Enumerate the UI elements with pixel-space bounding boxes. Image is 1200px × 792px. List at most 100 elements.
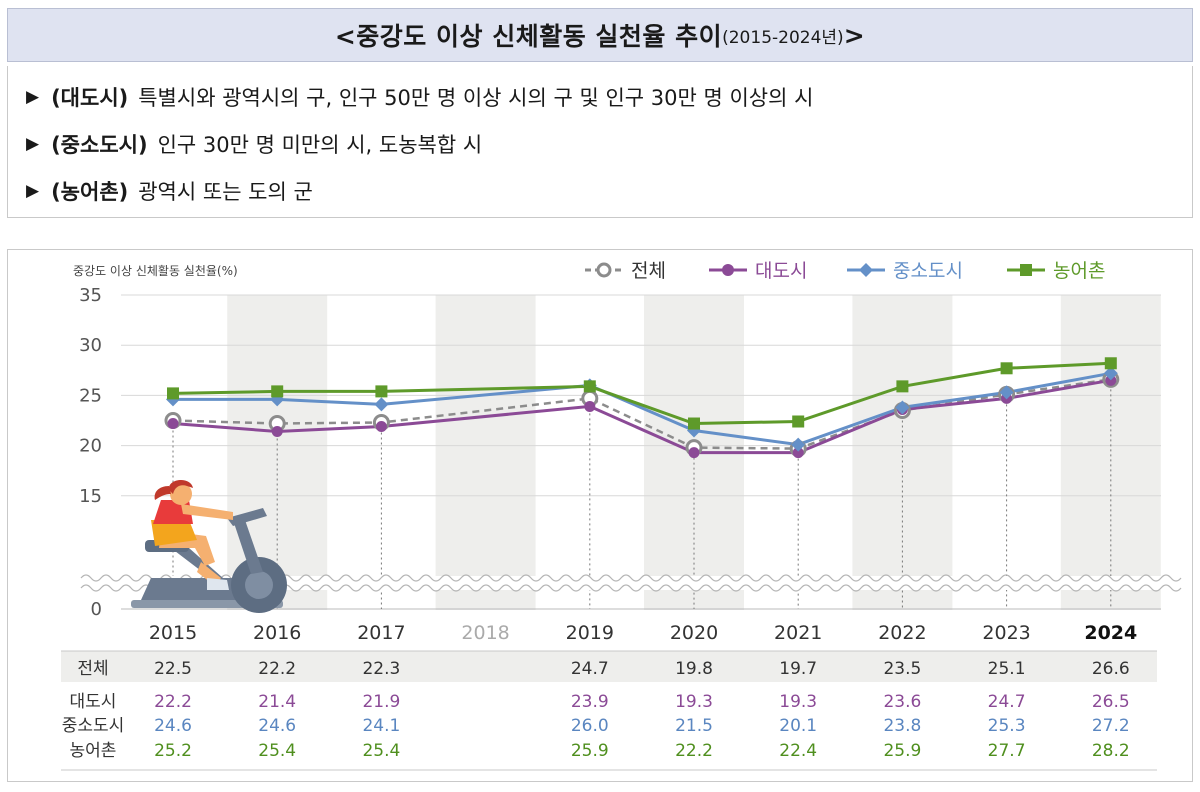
data-point <box>1103 366 1118 381</box>
table-cell: 21.9 <box>362 692 400 712</box>
y-axis-ticks: 35 30 25 20 15 0 <box>79 285 102 620</box>
table-row-label: 중소도시 <box>62 716 125 736</box>
definition-row-metro: ▶ (대도시) 특별시와 광역시의 구, 인구 50만 명 이상 시의 구 및 … <box>26 82 813 112</box>
cyclist-illustration <box>131 479 287 613</box>
bike-post <box>233 520 263 574</box>
data-point <box>167 387 179 400</box>
column-bands <box>227 295 1161 610</box>
table-row-label: 농어촌 <box>70 741 117 761</box>
page-title-close: > <box>843 20 866 50</box>
column-band <box>1060 295 1161 610</box>
y-tick-label: 35 <box>79 285 102 306</box>
table-cell: 26.0 <box>571 716 609 736</box>
table-cell: 24.1 <box>362 716 400 736</box>
x-tick-label: 2020 <box>670 622 718 644</box>
data-point <box>374 397 389 412</box>
table-cell: 22.2 <box>154 692 192 712</box>
definition-term: (중소도시) <box>51 133 148 157</box>
triangle-bullet-icon: ▶ <box>26 87 40 107</box>
x-tick-label: 2017 <box>357 622 405 644</box>
triangle-bullet-icon: ▶ <box>26 181 40 201</box>
legend-label: 농어촌 <box>1053 260 1105 282</box>
chart-panel: 35 30 25 20 15 0 중강도 이상 신체활동 실천율(%) <box>7 249 1193 782</box>
table-cell: 19.3 <box>779 692 817 712</box>
table-cell: 19.8 <box>675 659 713 679</box>
table-cell: 25.3 <box>988 716 1026 736</box>
legend-label: 전체 <box>631 260 666 282</box>
table-cell: 22.4 <box>779 741 817 761</box>
y-tick-label: 15 <box>79 486 102 507</box>
table-cell: 25.4 <box>362 741 400 761</box>
data-point <box>895 400 910 415</box>
definition-row-rural: ▶ (농어촌) 광역시 또는 도의 군 <box>26 176 313 206</box>
data-point <box>1000 362 1013 375</box>
table-cell: 25.9 <box>571 741 609 761</box>
table-cell: 22.2 <box>675 741 713 761</box>
data-point <box>584 400 596 412</box>
table-header-band <box>61 651 1157 682</box>
table-row-label: 전체 <box>77 659 108 679</box>
data-point <box>688 417 700 430</box>
table-cell: 23.5 <box>883 659 921 679</box>
legend-label: 대도시 <box>755 260 807 282</box>
data-point <box>583 380 596 393</box>
triangle-bullet-icon: ▶ <box>26 134 40 154</box>
data-point <box>271 426 283 438</box>
x-tick-label: 2018 <box>461 622 509 644</box>
x-tick-label: 2023 <box>982 622 1030 644</box>
x-tick-label: 2015 <box>149 622 197 644</box>
definitions-box: ▶ (대도시) 특별시와 광역시의 구, 인구 50만 명 이상 시의 구 및 … <box>7 66 1193 218</box>
table-cell: 22.5 <box>154 659 192 679</box>
data-point <box>792 415 805 428</box>
column-band <box>435 295 536 610</box>
table-cell: 28.2 <box>1092 741 1130 761</box>
series-markers <box>164 357 1120 459</box>
y-tick-label: 0 <box>91 599 102 620</box>
grid-lines <box>121 294 1161 610</box>
x-tick-label: 2024 <box>1084 622 1137 644</box>
y-tick-label: 30 <box>79 335 102 356</box>
legend: 전체 대도시 중소도시 농어촌 <box>585 260 1105 282</box>
y-axis-label: 중강도 이상 신체활동 실천율(%) <box>73 263 238 278</box>
data-point <box>1105 374 1117 386</box>
table-cell: 22.2 <box>258 659 296 679</box>
table-cell: 25.1 <box>988 659 1026 679</box>
data-point <box>167 418 179 430</box>
table-cell: 27.7 <box>988 741 1026 761</box>
definition-text: 인구 30만 명 미만의 시, 도농복합 시 <box>157 133 483 157</box>
data-point <box>375 385 388 398</box>
rider-shorts <box>151 520 197 546</box>
column-band <box>852 295 953 610</box>
data-point <box>688 447 700 459</box>
table-cell: 23.6 <box>883 692 921 712</box>
table-row-label: 대도시 <box>70 692 117 712</box>
x-tick-label: 2019 <box>566 622 614 644</box>
column-band <box>227 295 328 610</box>
page-title-years: (2015-2024년) <box>722 27 844 48</box>
definition-term: (대도시) <box>51 86 129 110</box>
table-cell: 24.6 <box>258 716 296 736</box>
data-point <box>375 421 387 433</box>
definition-term: (농어촌) <box>51 180 129 204</box>
data-table: 전체 22.5 22.2 22.3 24.7 19.8 19.7 23.5 25.1 26.6 대도… <box>61 650 1157 771</box>
definition-text: 광역시 또는 도의 군 <box>138 180 313 204</box>
legend-marker <box>859 263 873 277</box>
definition-text: 특별시와 광역시의 구, 인구 50만 명 이상 시의 구 및 인구 30만 명… <box>138 86 814 110</box>
rider-arm <box>181 504 233 520</box>
y-tick-label: 25 <box>79 385 102 406</box>
y-tick-label: 20 <box>79 436 102 457</box>
x-tick-label: 2016 <box>253 622 301 644</box>
rider-shoe <box>207 578 229 590</box>
table-cell: 27.2 <box>1092 716 1130 736</box>
table-cell: 26.5 <box>1092 692 1130 712</box>
data-point <box>792 447 804 459</box>
table-cell: 21.4 <box>258 692 296 712</box>
table-cell: 23.8 <box>883 716 921 736</box>
x-tick-label: 2022 <box>878 622 926 644</box>
table-cell: 24.6 <box>154 716 192 736</box>
data-point <box>271 385 284 398</box>
table-cell: 21.5 <box>675 716 713 736</box>
x-axis-ticks: 2015 2016 2017 2018 2019 2020 2021 2022 2023 2024 <box>149 622 1137 644</box>
definition-row-midsize: ▶ (중소도시) 인구 30만 명 미만의 시, 도농복합 시 <box>26 129 482 159</box>
table-cell: 24.7 <box>571 659 609 679</box>
